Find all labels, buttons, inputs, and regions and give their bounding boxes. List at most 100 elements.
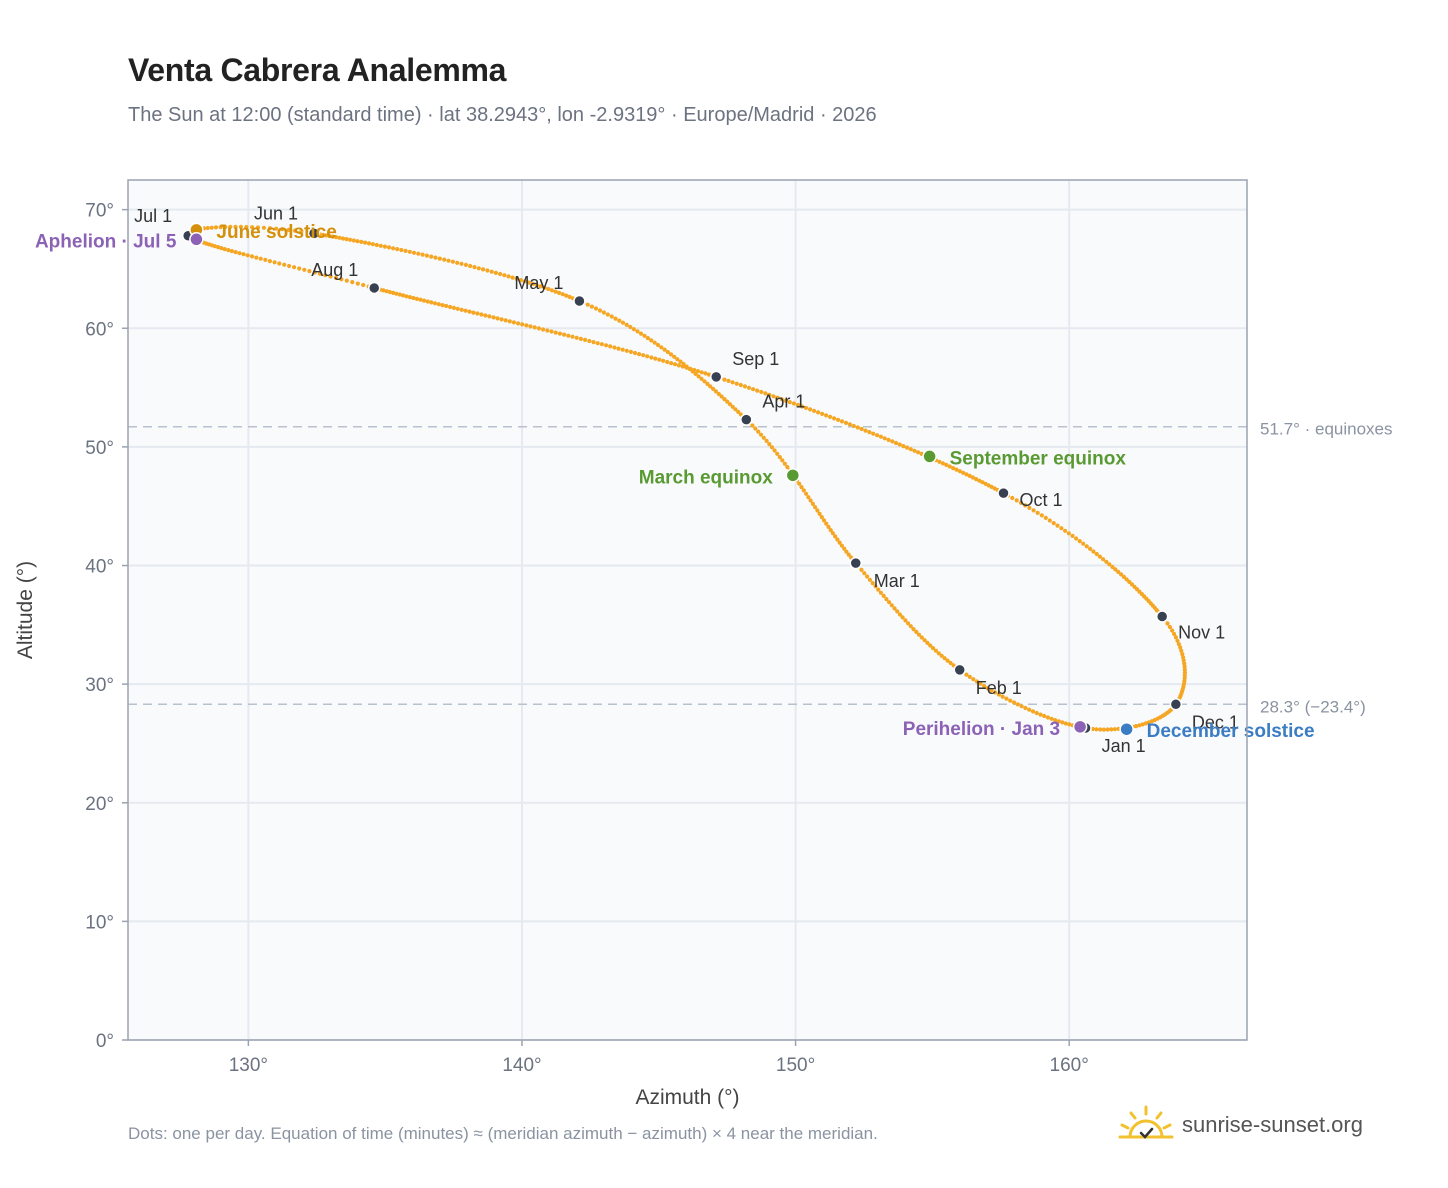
day-dot — [930, 646, 936, 651]
day-dot — [722, 397, 727, 402]
x-tick-label: 150° — [776, 1055, 815, 1076]
month-label: Sep 1 — [732, 349, 779, 369]
day-dot — [557, 331, 563, 336]
day-dot — [813, 505, 818, 510]
day-dot — [534, 283, 539, 288]
day-dot — [229, 249, 234, 254]
day-dot — [824, 413, 829, 418]
day-dot — [624, 348, 629, 353]
event-label: June solstice — [216, 222, 336, 243]
day-dot — [839, 419, 845, 424]
month-label: Jun 1 — [254, 203, 298, 223]
day-dot — [892, 606, 897, 611]
day-dot — [280, 227, 285, 232]
day-dot — [502, 273, 507, 278]
day-dot — [1181, 658, 1186, 663]
day-dot — [574, 335, 579, 340]
y-tick-label: 20° — [85, 794, 114, 815]
day-dot — [604, 343, 609, 348]
day-dot — [1127, 579, 1132, 585]
day-dot — [919, 635, 924, 640]
day-dot — [742, 384, 748, 389]
day-dot — [468, 263, 473, 269]
day-dot — [524, 323, 529, 328]
day-dot — [475, 311, 480, 316]
day-dot — [699, 370, 704, 375]
day-dot — [791, 401, 797, 406]
day-dot — [433, 255, 438, 260]
day-dot — [1088, 546, 1093, 552]
day-dot — [344, 237, 349, 242]
month-dot — [953, 663, 966, 677]
day-dot — [655, 342, 661, 348]
day-dot — [787, 400, 792, 405]
day-dot — [1134, 724, 1139, 729]
day-dot — [661, 358, 666, 363]
day-dot — [750, 423, 755, 428]
day-dot — [620, 320, 626, 325]
footnote: Dots: one per day. Equation of time (min… — [128, 1124, 878, 1143]
day-dot — [1039, 513, 1044, 518]
day-dot — [421, 298, 427, 303]
event-dot — [785, 468, 801, 483]
day-dot — [657, 357, 662, 362]
day-dot — [1053, 718, 1058, 723]
day-dot — [815, 508, 820, 513]
day-dot — [386, 245, 392, 250]
event-label: Perihelion · Jan 3 — [903, 719, 1060, 740]
day-dot — [733, 407, 738, 412]
day-dot — [817, 511, 822, 516]
day-dot — [507, 319, 512, 324]
day-dot — [414, 296, 419, 301]
day-dot — [1042, 713, 1047, 719]
day-dot — [769, 445, 775, 450]
day-dot — [844, 549, 849, 554]
day-dot — [983, 481, 988, 486]
day-dot — [337, 235, 342, 240]
day-dot — [1137, 723, 1142, 728]
day-dot — [1176, 642, 1181, 647]
day-dot — [665, 349, 670, 355]
day-dot — [974, 477, 979, 482]
day-dot — [967, 473, 972, 478]
day-dot — [381, 288, 386, 293]
day-dot — [906, 621, 911, 626]
day-dot — [472, 265, 477, 270]
day-dot — [1035, 510, 1040, 515]
day-dot — [875, 433, 880, 438]
day-dot — [272, 260, 277, 265]
day-dot — [520, 322, 525, 327]
day-dot — [374, 242, 379, 248]
day-dot — [989, 688, 994, 693]
day-dot — [824, 521, 829, 526]
day-dot — [971, 677, 976, 682]
day-dot — [1049, 716, 1054, 721]
day-dot — [632, 350, 638, 356]
day-dot — [455, 260, 460, 265]
day-dot — [1180, 652, 1185, 657]
day-dot — [1056, 719, 1061, 724]
day-dot — [665, 359, 670, 365]
day-dot — [261, 225, 266, 230]
day-dot — [617, 318, 622, 323]
day-dot — [382, 244, 387, 249]
day-dot — [954, 467, 959, 472]
axis-ticks: 130° 140° 150° 160° 0° 10° 20° 30° 40° 50° 60° 70° — [85, 201, 1089, 1076]
day-dot — [777, 455, 782, 460]
day-dot — [901, 444, 906, 449]
month-dot — [573, 294, 586, 308]
chart-title: Venta Cabrera Analemma — [128, 52, 507, 88]
day-dot — [1010, 495, 1015, 501]
day-dot — [713, 389, 719, 394]
day-dot — [355, 239, 360, 244]
day-dot — [922, 638, 927, 643]
day-dot — [846, 552, 851, 557]
day-dot — [450, 259, 455, 264]
day-dot — [233, 250, 238, 255]
brand-logo[interactable]: sunrise-sunset.org — [1118, 1100, 1363, 1150]
day-dot — [695, 369, 701, 374]
day-dot — [961, 470, 966, 475]
day-dot — [1038, 712, 1043, 717]
day-dot — [245, 253, 250, 258]
day-dot — [642, 333, 647, 338]
